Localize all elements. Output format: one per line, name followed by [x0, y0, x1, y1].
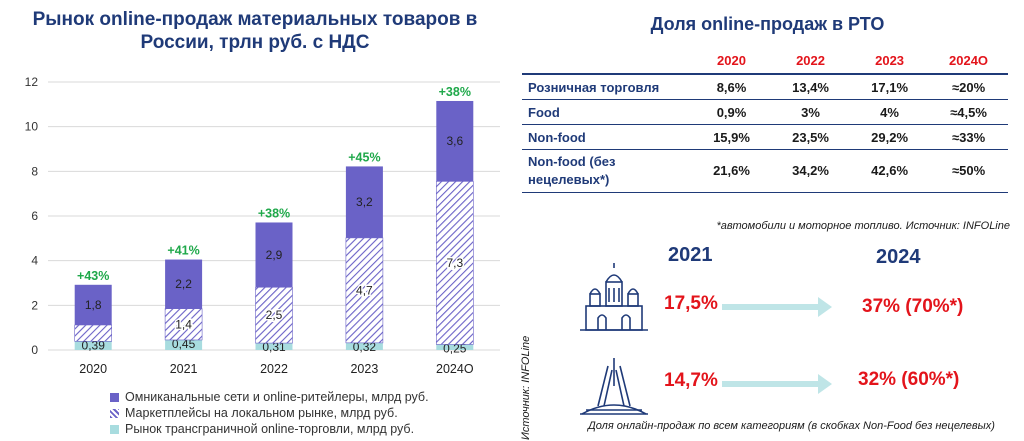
spb-bridge-icon	[580, 358, 648, 415]
bar-chart: 0 2 4 6 8 10 12 0,39 1,8 +43% 2020 0,45 1,4 2,2 +41% 20…	[25, 75, 500, 376]
data-label: 3,2	[356, 195, 373, 209]
table-cell: 8,6%	[692, 73, 772, 100]
y-tick-label: 10	[25, 120, 39, 134]
moscow-cathedral-icon	[580, 263, 648, 331]
col-header: 2023	[875, 52, 905, 68]
bar-segment	[436, 100, 474, 182]
table-cell: 15,9%	[692, 124, 772, 150]
legend-item: Рынок трансграничной online-торговли, мл…	[110, 422, 414, 436]
legend-swatch	[110, 392, 119, 402]
growth-label: +38%	[439, 85, 471, 99]
chart-title: Рынок online-продаж материальных товаров…	[32, 9, 478, 53]
legend-swatch	[110, 424, 119, 434]
table-cell: ≈4,5%	[929, 99, 1008, 125]
col-header: 2024О	[949, 52, 989, 68]
data-label: 0,45	[172, 337, 196, 351]
table-cell: ≈33%	[929, 124, 1008, 150]
bar-segment	[74, 284, 112, 325]
legend-item: Маркетплейсы на локальном рынке, млрд ру…	[110, 406, 398, 420]
y-tick-label: 0	[31, 343, 38, 357]
data-label: 2,5	[266, 308, 283, 322]
data-label: 7,3	[446, 256, 463, 270]
moscow-share-2021: 17,5%	[664, 293, 718, 314]
table-cell: 3%	[771, 99, 851, 125]
data-label: 3,6	[446, 134, 463, 148]
y-tick-label: 8	[31, 164, 38, 178]
spb-share-2021: 14,7%	[664, 370, 718, 391]
year-from-label: 2021	[668, 244, 713, 266]
x-tick-label: 2021	[170, 362, 198, 376]
data-label: 0,25	[443, 341, 467, 355]
bar-segment	[345, 342, 383, 350]
growth-label: +38%	[258, 206, 290, 220]
bar-segment	[436, 344, 474, 350]
row-label: Non-food	[522, 124, 692, 150]
y-tick-label: 4	[31, 254, 38, 268]
table-footnote: *автомобили и моторное топливо. Источник…	[716, 220, 1010, 232]
moscow-share-2024: 37% (70%*)	[862, 296, 964, 317]
table-row: Non-food (без нецелевых*) 21,6% 34,2% 42…	[522, 149, 1008, 193]
table-cell: 23,5%	[771, 124, 851, 150]
table-row: Food 0,9% 3% 4% ≈4,5%	[522, 99, 1008, 125]
row-label: Розничная торговля	[522, 73, 692, 100]
bar-segment	[255, 343, 293, 350]
row-label: Non-food (без нецелевых*)	[522, 149, 692, 193]
table-cell: 29,2%	[850, 124, 930, 150]
legend-label: Рынок трансграничной online-торговли, мл…	[125, 422, 415, 436]
table-cell: 17,1%	[850, 73, 930, 100]
table-cell: 34,2%	[771, 149, 851, 193]
col-header: 2020	[717, 52, 746, 68]
table-cell: ≈20%	[929, 73, 1008, 100]
table-cell: ≈50%	[929, 149, 1008, 193]
bar-segment	[435, 181, 474, 345]
table-row: Non-food 15,9% 23,5% 29,2% ≈33%	[522, 124, 1008, 150]
data-label: 0,32	[353, 340, 377, 354]
data-label: 0,39	[82, 338, 106, 352]
row-label: Food	[522, 99, 692, 125]
legend-swatch	[110, 408, 119, 418]
bar-segment	[165, 259, 203, 309]
bar-segment	[255, 222, 293, 288]
share-table-title: Доля online-продаж в РТО	[650, 14, 885, 34]
bar-segment	[165, 339, 203, 350]
growth-label: +45%	[348, 150, 380, 164]
table-cell: 21,6%	[692, 149, 772, 193]
x-tick-label: 2023	[350, 362, 378, 376]
bar-segment	[74, 341, 112, 350]
table-cell: 0,9%	[692, 99, 772, 125]
data-label: 1,8	[85, 298, 102, 312]
table-cell: 4%	[850, 99, 930, 125]
online-share-table: 2020 2022 2023 2024О Розничная торговля …	[522, 47, 1008, 193]
table-row: Розничная торговля 8,6% 13,4% 17,1% ≈20%	[522, 73, 1008, 100]
x-tick-label: 2024О	[436, 362, 474, 376]
data-label: 0,31	[262, 340, 286, 354]
growth-label: +43%	[77, 269, 109, 283]
x-tick-label: 2022	[260, 362, 288, 376]
growth-label: +41%	[167, 244, 199, 258]
y-tick-label: 6	[31, 209, 38, 223]
arrow-icon	[722, 374, 832, 394]
y-tick-label: 12	[25, 75, 39, 89]
bar-segment	[164, 308, 203, 341]
data-label: 1,4	[175, 317, 192, 331]
x-tick-label: 2020	[79, 362, 107, 376]
y-tick-label: 2	[31, 298, 38, 312]
spb-share-2024: 32% (60%*)	[858, 369, 960, 390]
bar-segment	[345, 166, 383, 238]
year-to-label: 2024	[876, 246, 921, 268]
table-cell: 13,4%	[771, 73, 851, 100]
data-label: 2,2	[175, 277, 192, 291]
bar-segment	[345, 237, 384, 344]
data-label: 4,7	[356, 283, 373, 297]
bar-segment	[74, 324, 112, 342]
bottom-caption: Доля онлайн-продаж по всем категориям (в…	[588, 420, 995, 432]
data-label: 2,9	[266, 248, 283, 262]
legend-label: Маркетплейсы на локальном рынке, млрд ру…	[125, 406, 398, 420]
source-label: Источник: INFOLine	[520, 335, 532, 440]
arrow-icon	[722, 297, 832, 317]
table-cell: 42,6%	[850, 149, 930, 193]
legend-item: Омниканальные сети и online-ритейлеры, м…	[110, 390, 429, 404]
col-header: 2022	[796, 52, 825, 68]
legend-label: Омниканальные сети и online-ритейлеры, м…	[125, 390, 429, 404]
